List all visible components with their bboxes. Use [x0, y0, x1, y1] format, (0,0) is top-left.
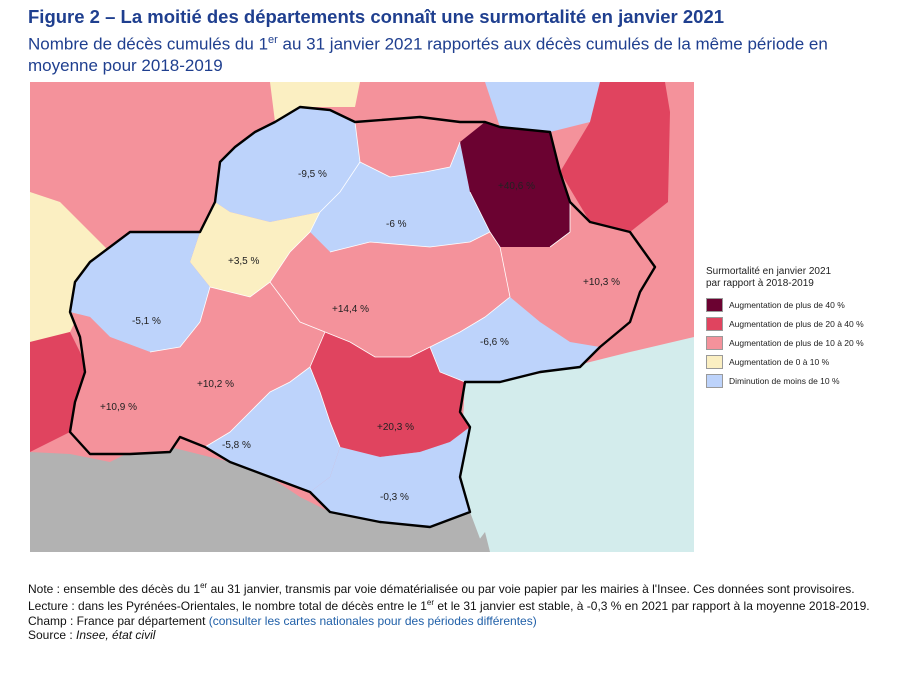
subtitle-text-a: Nombre de décès cumulés du 1: [28, 34, 269, 54]
neighbour-landes: [30, 332, 90, 452]
neighbour-north-east: [485, 82, 600, 132]
legend-title-line1: Surmortalité en janvier 2021: [706, 266, 832, 277]
legend-item: Augmentation de 0 à 10 %: [706, 352, 906, 371]
legend-title-line2: par rapport à 2018-2019: [706, 278, 814, 289]
national-maps-link[interactable]: (consulter les cartes nationales pour de…: [208, 613, 537, 628]
legend-label: Augmentation de plus de 40 %: [729, 299, 845, 310]
note-sup: er: [200, 581, 208, 590]
subtitle-text-b: au 31 janvier 2021 rapportés aux décès c…: [28, 34, 828, 75]
label-tarn-et-garonne: +3,5 %: [228, 256, 260, 267]
legend-item: Augmentation de plus de 10 à 20 %: [706, 333, 906, 352]
figure-notes: Note : ensemble des décès du 1er au 31 j…: [28, 579, 888, 643]
legend-swatch: [706, 354, 723, 369]
legend-label: Augmentation de plus de 20 à 40 %: [729, 318, 864, 329]
spain-edge: [470, 532, 490, 552]
lecture-text-b: et le 31 janvier est stable, à -0,3 % en…: [434, 599, 870, 614]
lecture-line: Lecture : dans les Pyrénées-Orientales, …: [28, 596, 888, 613]
source-line: Source : Insee, état civil: [28, 628, 888, 642]
legend-item: Augmentation de plus de 40 %: [706, 295, 906, 314]
label-hautes-pyrenees: +10,9 %: [100, 402, 137, 413]
legend-swatch: [706, 297, 723, 312]
source-text: Insee, état civil: [76, 628, 156, 643]
neighbour-west: [30, 82, 280, 272]
label-pyrenees-orientales: -0,3 %: [380, 492, 409, 503]
label-haute-garonne: +10,2 %: [197, 379, 234, 390]
figure-title: Figure 2 – La moitié des départements co…: [28, 6, 725, 27]
dept-pyrenees-orientales: [310, 427, 470, 527]
label-gers: -5,1 %: [132, 316, 161, 327]
spain: [30, 442, 485, 552]
neighbour-ardeche: [560, 82, 670, 232]
legend-label: Augmentation de 0 à 10 %: [729, 356, 830, 367]
dept-aveyron: [270, 232, 510, 357]
region-outline: [68, 105, 657, 529]
neighbour-north: [270, 82, 360, 122]
legend-item: Augmentation de plus de 20 à 40 %: [706, 314, 906, 333]
lecture-text-a: Lecture : dans les Pyrénées-Orientales, …: [28, 599, 427, 614]
figure-subtitle: Nombre de décès cumulés du 1er au 31 jan…: [28, 30, 868, 76]
dept-aude: [310, 332, 470, 457]
label-lot: -9,5 %: [298, 169, 327, 180]
note-line: Note : ensemble des décès du 1er au 31 j…: [28, 579, 888, 596]
label-aveyron: +14,4 %: [332, 304, 369, 315]
label-lozere: +40,6 %: [498, 181, 535, 192]
note-text-b: au 31 janvier, transmis par voie dématér…: [207, 582, 855, 596]
source-label: Source :: [28, 628, 77, 643]
label-aude: +20,3 %: [377, 422, 414, 433]
legend-swatch: [706, 316, 723, 331]
subtitle-sup: er: [268, 34, 278, 46]
legend-swatch: [706, 335, 723, 350]
legend-swatch: [706, 373, 723, 388]
dept-lozere: [460, 122, 570, 247]
dept-aveyron-north: [355, 117, 460, 177]
dept-gard: [500, 202, 655, 347]
dept-ariege: [205, 367, 340, 492]
dept-herault: [430, 297, 600, 382]
legend-label: Diminution de moins de 10 %: [729, 375, 840, 386]
legend-label: Augmentation de plus de 10 à 20 %: [729, 337, 864, 348]
neighbour-gironde: [30, 192, 110, 342]
legend-title: Surmortalité en janvier 2021 par rapport…: [706, 266, 906, 290]
dept-gers: [70, 232, 210, 352]
lecture-sup: er: [426, 598, 435, 608]
dept-hautes-pyrenees: [70, 312, 180, 454]
dept-tarn-et-garonne: [190, 202, 320, 297]
label-gard: +10,3 %: [583, 277, 620, 288]
mediterranean-sea: [460, 337, 694, 552]
note-text-a: Note : ensemble des décès du 1: [28, 582, 201, 596]
champ-text: Champ : France par département: [28, 613, 209, 628]
dept-haute-garonne: [150, 282, 325, 447]
label-herault: -6,6 %: [480, 337, 509, 348]
label-ariege: -5,8 %: [222, 440, 251, 451]
legend-item: Diminution de moins de 10 %: [706, 371, 906, 390]
map-legend: Surmortalité en janvier 2021 par rapport…: [706, 266, 906, 390]
occitanie-map: -9,5 % -6 % +40,6 % +10,3 % +3,5 % -5,1 …: [30, 82, 694, 552]
champ-line: Champ : France par département (consulte…: [28, 614, 888, 628]
label-tarn: -6 %: [386, 219, 407, 230]
department-borders: [149, 121, 571, 448]
